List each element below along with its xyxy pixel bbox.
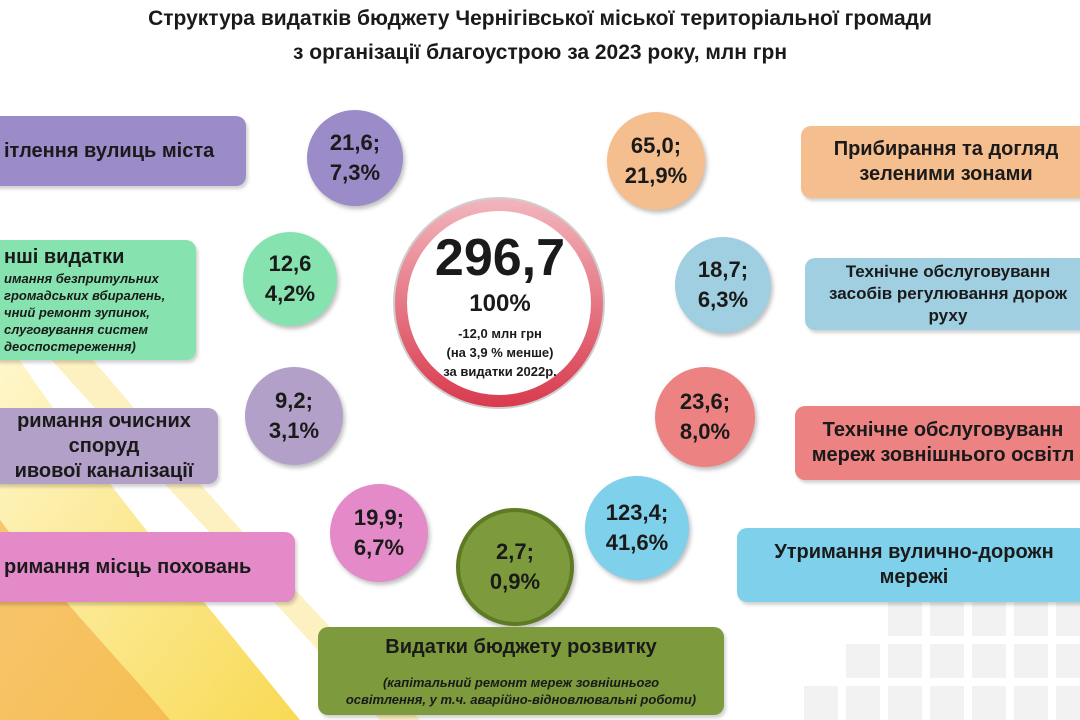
category-label: нші видатки (4, 246, 125, 268)
label-traffic-control: Технічне обслуговуванн засобів регулюван… (805, 258, 1080, 330)
category-label-line: засобів регулювання дорож (828, 284, 1068, 303)
category-label-line: мережі (879, 566, 949, 588)
bubble-percent: 6,7% (353, 535, 405, 560)
total-change-line-2: (на 3,9 % менше) (446, 345, 554, 360)
category-label-line: Технічне обслуговуванн (845, 262, 1051, 281)
category-label-line: зеленими зонами (859, 163, 1033, 185)
category-note-line: освітлення, у т.ч. аварійно-відновлюваль… (345, 692, 697, 707)
bubble-treatment-facilities: 9,2; 3,1% (245, 367, 343, 465)
label-lighting-network-maintenance: Технічне обслуговуванн мереж зовнішнього… (795, 406, 1080, 480)
category-note-line: имання безпритульних (4, 271, 159, 286)
label-road-network: Утримання вулично-дорожн мережі (737, 528, 1080, 602)
label-other-expenses: нші видатки имання безпритульних громадс… (0, 240, 196, 360)
label-cemeteries: римання місць поховань (0, 532, 295, 602)
bubble-lighting-network-maintenance: 23,6; 8,0% (655, 367, 755, 467)
category-note-line: слуговування систем (4, 322, 149, 337)
bubble-value: 9,2; (275, 388, 313, 413)
bubble-traffic-control: 18,7; 6,3% (675, 237, 771, 333)
label-treatment-facilities: римання очисних споруд ивової каналізаці… (0, 408, 218, 484)
bubble-other-expenses: 12,6 4,2% (243, 232, 337, 326)
bubble-value: 2,7; (496, 539, 534, 564)
bubble-road-network: 123,4; 41,6% (585, 476, 689, 580)
bubble-value: 23,6; (679, 389, 731, 414)
category-note-line: чний ремонт зупинок, (4, 305, 150, 320)
bubble-development-budget: 2,7; 0,9% (456, 508, 574, 626)
total-ring (393, 197, 605, 409)
bubble-percent: 0,9% (489, 569, 541, 594)
category-label-line: мереж зовнішнього освітл (811, 444, 1075, 466)
total-percent: 100% (469, 290, 531, 317)
label-green-zones: Прибирання та догляд зеленими зонами (801, 126, 1080, 198)
bubble-value: 21,6; (329, 130, 381, 155)
bubble-percent: 4,2% (264, 281, 316, 306)
category-label-line: Технічне обслуговуванн (822, 419, 1064, 441)
bubble-percent: 41,6% (605, 530, 669, 555)
category-label: ітлення вулиць міста (4, 139, 215, 162)
total-change-line-1: -12,0 млн грн (458, 326, 542, 341)
bubble-percent: 7,3% (329, 160, 381, 185)
category-label-line: руху (928, 306, 968, 325)
category-label-line: Утримання вулично-дорожн (774, 541, 1054, 563)
label-street-lighting: ітлення вулиць міста (0, 116, 246, 186)
label-development-budget: Видатки бюджету розвитку (капітальний ре… (318, 627, 724, 715)
bubble-value: 65,0; (630, 133, 682, 158)
category-note-line: громадських вбиралень, (4, 288, 166, 303)
bubble-value: 123,4; (605, 500, 669, 525)
total-value: 296,7 (434, 229, 566, 287)
bubble-value: 19,9; (353, 505, 405, 530)
category-note-line: деоспостереження) (4, 339, 136, 354)
bubble-green-zones: 65,0; 21,9% (607, 112, 705, 210)
bubble-street-lighting: 21,6; 7,3% (307, 110, 403, 206)
bubble-percent: 8,0% (679, 419, 731, 444)
category-label-line: Прибирання та догляд (833, 138, 1059, 160)
bubble-percent: 3,1% (268, 418, 320, 443)
bubble-value: 12,6 (268, 251, 312, 276)
bubble-cemeteries: 19,9; 6,7% (330, 484, 428, 582)
category-label-line: римання очисних (17, 409, 191, 432)
chart-title-line-2: з організації благоустрою за 2023 року, … (292, 41, 788, 64)
category-label: Видатки бюджету розвитку (385, 636, 657, 658)
total-block: 296,7 100% -12,0 млн грн (на 3,9 % менше… (400, 228, 600, 381)
orange-swoosh (0, 520, 170, 720)
bubble-percent: 21,9% (624, 163, 688, 188)
category-label: римання місць поховань (4, 555, 252, 578)
bubble-percent: 6,3% (697, 287, 749, 312)
total-change-line-3: за видатки 2022р. (443, 364, 557, 379)
category-label-line: споруд (68, 434, 140, 457)
category-label-line: ивової каналізації (14, 459, 194, 482)
category-note-line: (капітальний ремонт мереж зовнішнього (382, 675, 660, 690)
bubble-value: 18,7; (697, 257, 749, 282)
chart-title-line-1: Структура видатків бюджету Чернігівської… (148, 7, 932, 30)
